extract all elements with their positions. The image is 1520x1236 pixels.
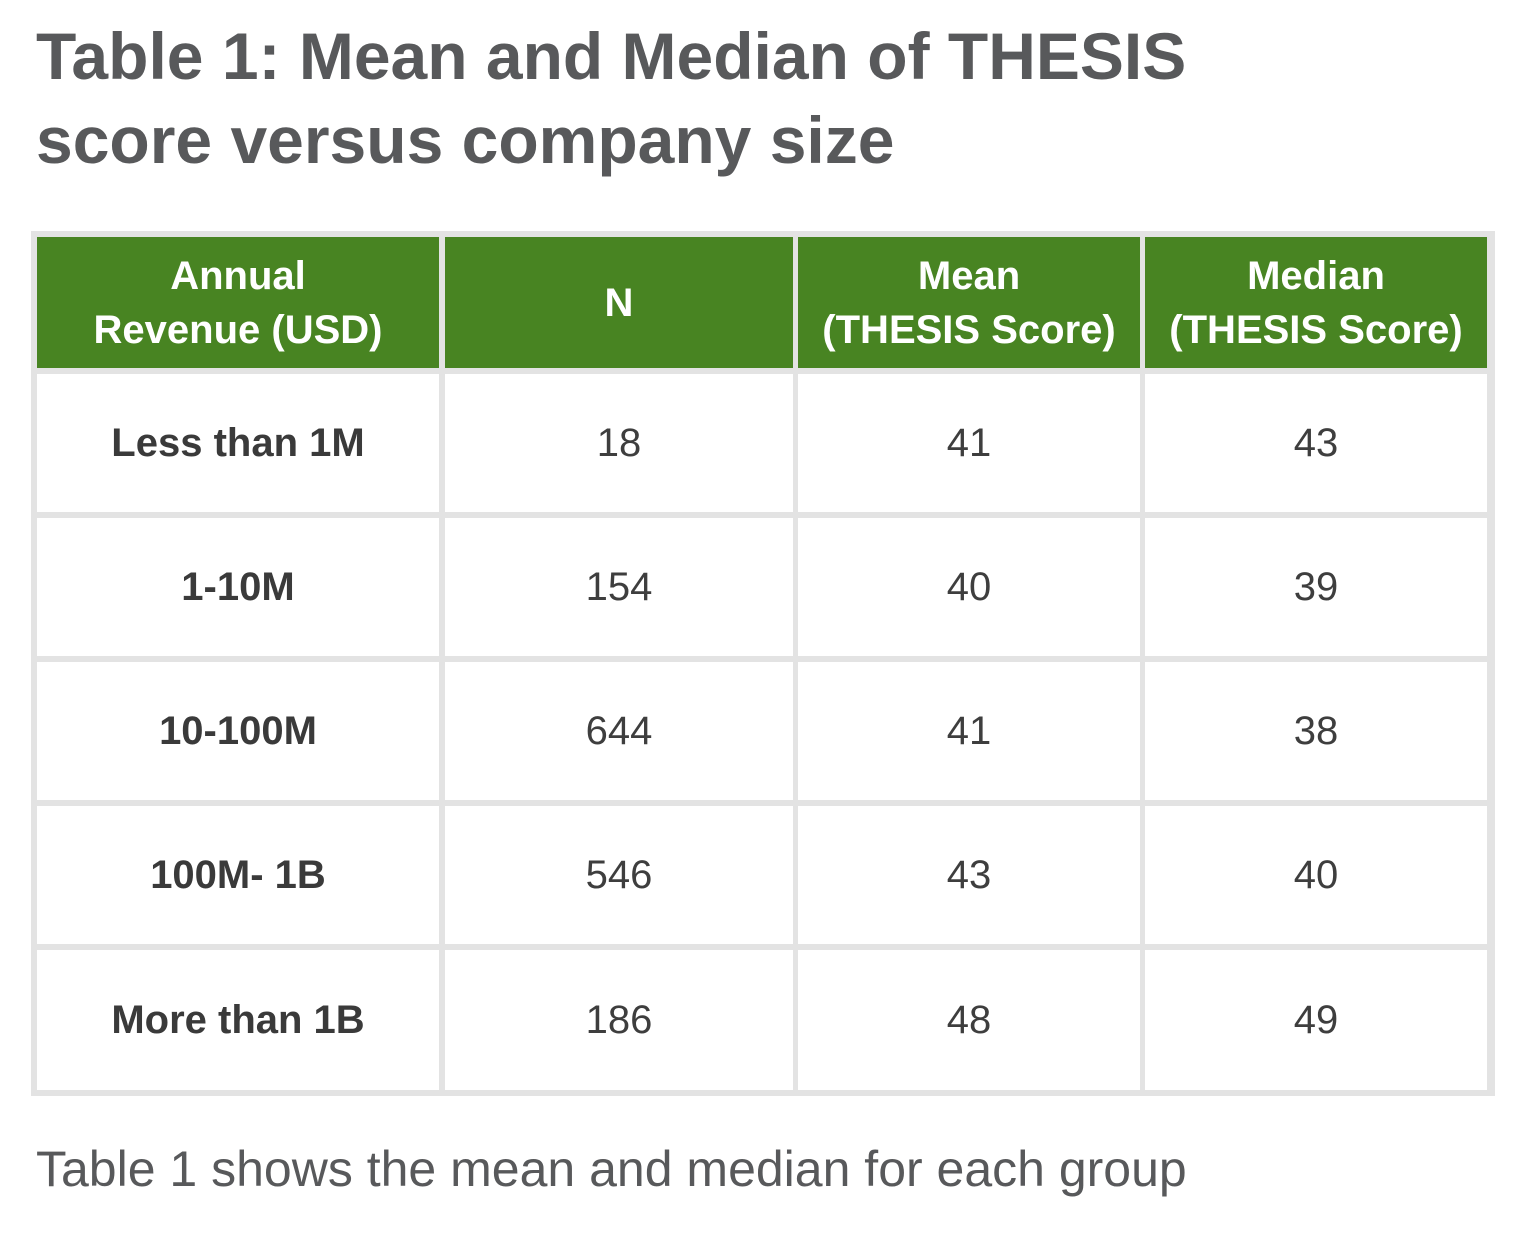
table-cell-mean: 48 [798,950,1140,1090]
table-cell-n: 644 [445,662,793,800]
table-cell-n: 18 [445,374,793,512]
header-label: Median [1247,253,1385,298]
header-cell-annual-revenue: Annual Revenue (USD) [37,237,439,368]
table-caption: Table 1 shows the mean and median for ea… [36,1141,1187,1197]
page-title: Table 1: Mean and Median of THESIS score… [36,14,1336,182]
header-cell-n: N [445,237,793,368]
table-cell-n: 186 [445,950,793,1090]
header-label: (THESIS Score) [822,307,1116,352]
table-row-label: 1-10M [37,518,439,656]
table-cell-n: 546 [445,806,793,944]
table-cell-mean: 43 [798,806,1140,944]
title-line-2: score versus company size [36,103,895,177]
data-table: Annual Revenue (USD) N Mean (THESIS Scor… [31,231,1495,1096]
table-cell-median: 38 [1145,662,1487,800]
table-row-label: Less than 1M [37,374,439,512]
header-label: Annual [170,253,306,298]
title-line-1: Table 1: Mean and Median of THESIS [36,19,1187,93]
table-cell-median: 39 [1145,518,1487,656]
table-row-label: 100M- 1B [37,806,439,944]
table-cell-n: 154 [445,518,793,656]
table-row-label: More than 1B [37,950,439,1090]
header-cell-median: Median (THESIS Score) [1145,237,1487,368]
table-cell-mean: 41 [798,374,1140,512]
table-cell-mean: 40 [798,518,1140,656]
table-cell-median: 40 [1145,806,1487,944]
table-cell-median: 43 [1145,374,1487,512]
header-label: (THESIS Score) [1169,307,1463,352]
table-row-label: 10-100M [37,662,439,800]
table-cell-mean: 41 [798,662,1140,800]
table-cell-median: 49 [1145,950,1487,1090]
header-label: Revenue (USD) [93,307,383,352]
header-label: N [604,280,634,325]
header-cell-mean: Mean (THESIS Score) [798,237,1140,368]
header-label: Mean [917,253,1021,298]
